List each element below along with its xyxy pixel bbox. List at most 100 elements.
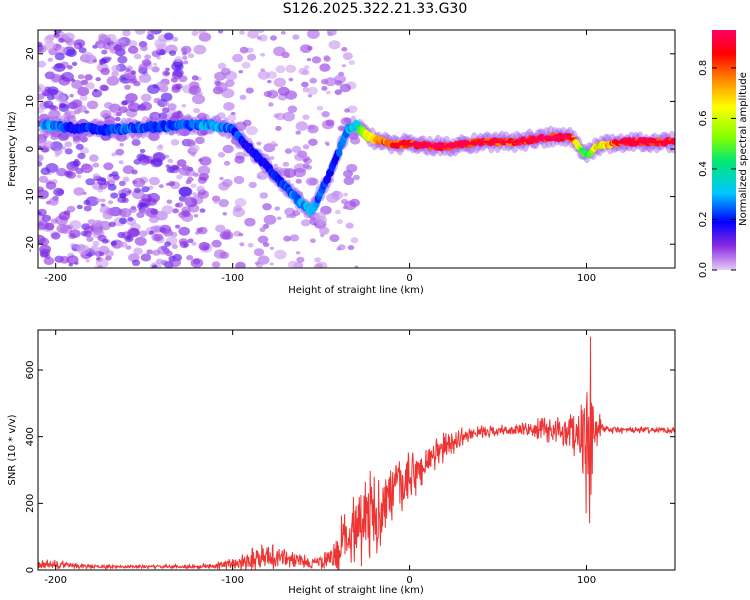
spectrogram-noise-blob — [354, 265, 359, 268]
spectrogram-noise-blob — [293, 167, 307, 178]
spectrogram-noise-blob — [190, 258, 204, 268]
spectrogram-noise-blob — [169, 257, 181, 268]
spectrogram-noise-blob — [134, 236, 147, 246]
spectrogram-noise-blob — [192, 192, 198, 196]
spectrogram-noise-blob — [94, 250, 103, 257]
spectrogram-noise-blob — [140, 206, 151, 215]
spectrogram-noise-blob — [217, 152, 226, 158]
spectrogram-noise-blob — [199, 156, 212, 166]
spectrogram-noise-blob — [69, 220, 82, 230]
spectrogram-noise-blob — [174, 56, 182, 62]
spectrogram-noise-blob — [93, 88, 98, 92]
spectrogram-noise-blob — [233, 205, 242, 212]
spectrogram-noise-blob — [64, 148, 73, 155]
spectrogram-noise-blob — [71, 99, 83, 108]
spectrogram-noise-blob — [164, 32, 174, 40]
spectrogram-noise-blob — [115, 148, 125, 156]
spectrogram-noise-blob — [326, 193, 340, 203]
spectrogram-noise-blob — [92, 59, 98, 63]
snr-y-tick-label: 200 — [25, 494, 36, 513]
spectrogram-noise-blob — [38, 161, 42, 166]
spectrogram-noise-blob — [75, 243, 86, 252]
spectrogram-noise-blob — [133, 187, 141, 194]
spectrogram-noise-blob — [122, 30, 131, 37]
spectrogram-noise-blob — [162, 70, 171, 77]
spectrogram-noise-blob — [211, 239, 222, 248]
spectrogram-noise-blob — [154, 38, 167, 49]
spectrogram-noise-blob — [43, 133, 49, 139]
spectrogram-noise-blob — [73, 187, 85, 196]
spectrogram-noise-blob — [95, 77, 101, 82]
spectrogram-noise-blob — [161, 205, 174, 215]
spectrogram-noise-blob — [64, 141, 72, 148]
spectrogram-noise-blob — [337, 125, 346, 132]
snr-x-tick-label: 100 — [577, 575, 596, 586]
spectrogram-noise-blob — [180, 45, 192, 54]
spectrogram-noise-blob — [211, 261, 221, 268]
spectrogram-noise-blob — [320, 205, 332, 215]
spectrogram-noise-blob — [273, 113, 280, 118]
spectrogram-noise-blob — [81, 51, 94, 61]
spectrogram-noise-blob — [118, 160, 124, 165]
spectrogram-noise-blob — [97, 234, 107, 242]
spectrogram-noise-blob — [41, 214, 52, 222]
spectrogram-noise-blob — [61, 71, 74, 82]
spectrogram-noise-blob — [182, 210, 191, 218]
spectrogram-noise-blob — [92, 219, 103, 228]
spectrogram-noise-blob — [247, 53, 257, 61]
spectrogram-noise-blob — [99, 61, 104, 66]
spectrogram-noise-blob — [198, 241, 210, 251]
spectrogram-noise-blob — [287, 105, 298, 113]
spectrogram-noise-blob — [247, 30, 259, 39]
spectrogram-noise-blob — [289, 213, 297, 219]
spectrogram-noise-blob — [285, 64, 297, 73]
spectrogram-noise-blob — [342, 205, 348, 210]
spectrogram-noise-blob — [268, 102, 274, 107]
spectrogram-noise-blob — [296, 256, 305, 263]
spectrogram-noise-blob — [277, 216, 282, 220]
spectrogram-noise-blob — [171, 61, 184, 72]
spectrogram-noise-blob — [309, 77, 318, 84]
spectrogram-noise-blob — [159, 82, 168, 90]
spectrogram-noise-blob — [158, 184, 164, 189]
spectrogram-noise-blob — [119, 143, 124, 147]
spectrogram-noise-blob — [263, 143, 276, 153]
spectrogram-noise-blob — [329, 234, 340, 243]
spectrogram-noise-blob — [344, 108, 350, 113]
spectrogram-noise-blob — [77, 86, 90, 96]
spectrogram-noise-blob — [307, 124, 315, 130]
spectrogram-noise-blob — [248, 181, 257, 189]
spectrogram-noise-blob — [53, 63, 66, 72]
spectrogram-noise-blob — [96, 198, 102, 203]
spectrogram-noise-blob — [306, 58, 312, 62]
spectrogram-noise-blob — [138, 230, 148, 237]
spectrogram-noise-blob — [270, 35, 277, 41]
spectrogram-noise-blob — [167, 103, 177, 111]
spectrogram-noise-blob — [106, 76, 120, 86]
spectrogram-noise-blob — [96, 257, 101, 261]
spectrogram-noise-blob — [307, 94, 313, 98]
spectrogram-noise-blob — [74, 44, 80, 49]
spectrogram-noise-blob — [162, 248, 170, 254]
spectrogram-noise-blob — [197, 226, 208, 235]
spectrogram-noise-blob — [339, 83, 351, 93]
snr-x-ticks: -200 -100 0 100 — [44, 330, 596, 586]
spectrogram-noise-blob — [165, 67, 170, 72]
spectrogram-noise-blob — [110, 192, 119, 199]
spectrogram-noise-blob — [172, 36, 179, 42]
spectrogram-noise-blob — [343, 117, 351, 124]
spectrogram-noise-blob — [285, 214, 291, 219]
spectrogram-noise-blob — [291, 145, 302, 153]
spectrogram-noise-blob — [45, 181, 57, 190]
spectrogram-noise-blob — [348, 60, 355, 65]
spectrogram-noise-blob — [292, 34, 300, 40]
spectrogram-noise-blob — [101, 85, 109, 92]
spectrogram-noise-blob — [345, 222, 354, 229]
spectrogram-noise-blob — [172, 165, 179, 171]
spectrogram-noise-blob — [85, 178, 95, 186]
spectrogram-noise-blob — [58, 37, 65, 43]
spectrogram-noise-blob — [246, 47, 254, 53]
spectrogram-y-axis-title: Frequency (Hz) — [7, 111, 18, 187]
spectrogram-noise-blob — [129, 78, 137, 83]
